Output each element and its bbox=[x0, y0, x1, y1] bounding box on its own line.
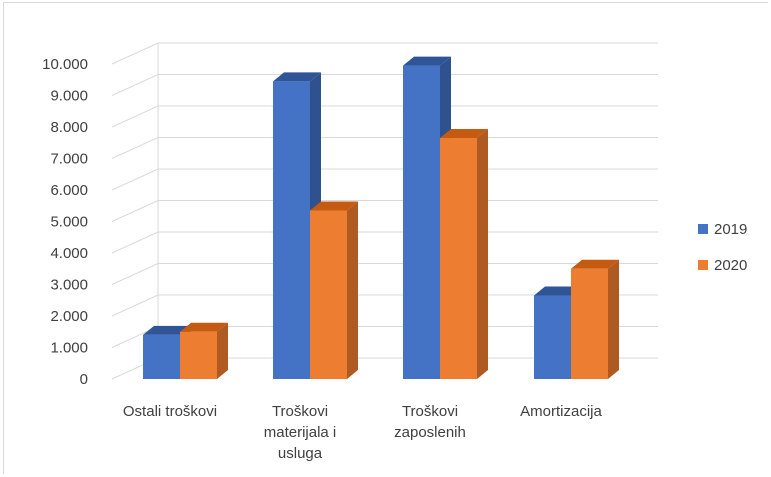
gridline bbox=[111, 200, 658, 222]
category-label: Troškovi materijala i usluga bbox=[264, 403, 337, 462]
gridline bbox=[111, 42, 658, 65]
legend-swatch bbox=[698, 260, 708, 270]
y-tick-label: 10.000 bbox=[42, 56, 88, 73]
chart-frame bbox=[3, 2, 768, 474]
y-tick-label: 8.000 bbox=[50, 119, 88, 136]
y-tick-label: 4.000 bbox=[50, 245, 88, 262]
legend: 2019 2020 bbox=[698, 221, 747, 274]
legend-item-2020: 2020 bbox=[698, 257, 747, 274]
y-tick-label: 2.000 bbox=[50, 308, 88, 325]
category-label: Troškovi zaposlenih bbox=[394, 403, 466, 441]
gridline bbox=[111, 168, 658, 191]
bar-2020-2 bbox=[440, 129, 488, 379]
bars bbox=[143, 56, 619, 379]
y-tick-label: 3.000 bbox=[50, 277, 88, 294]
bar-2020-0 bbox=[180, 322, 228, 379]
gridline bbox=[111, 137, 658, 159]
bar-2020-1 bbox=[310, 201, 358, 379]
gridline bbox=[111, 231, 658, 254]
bar-2020-3 bbox=[571, 259, 619, 379]
y-axis-tick-labels: 0 1.000 2.000 3.000 4.000 5.000 6.000 7.000 8.00… bbox=[42, 56, 88, 388]
category-label: Ostali troškovi bbox=[123, 403, 217, 420]
legend-item-2019: 2019 bbox=[698, 221, 747, 238]
y-tick-label: 1.000 bbox=[50, 340, 88, 357]
y-tick-label: 6.000 bbox=[50, 182, 88, 199]
gridline bbox=[111, 105, 658, 128]
y-tick-label: 0 bbox=[80, 371, 88, 388]
legend-label: 2020 bbox=[714, 257, 747, 274]
legend-label: 2019 bbox=[714, 221, 747, 238]
gridline bbox=[111, 74, 658, 96]
y-tick-label: 7.000 bbox=[50, 151, 88, 168]
legend-swatch bbox=[698, 224, 708, 234]
category-labels: Ostali troškovi Troškovi materijala i uslug… bbox=[123, 403, 603, 462]
category-label: Amortizacija bbox=[520, 403, 602, 420]
y-tick-label: 5.000 bbox=[50, 214, 88, 231]
y-tick-label: 9.000 bbox=[50, 88, 88, 105]
